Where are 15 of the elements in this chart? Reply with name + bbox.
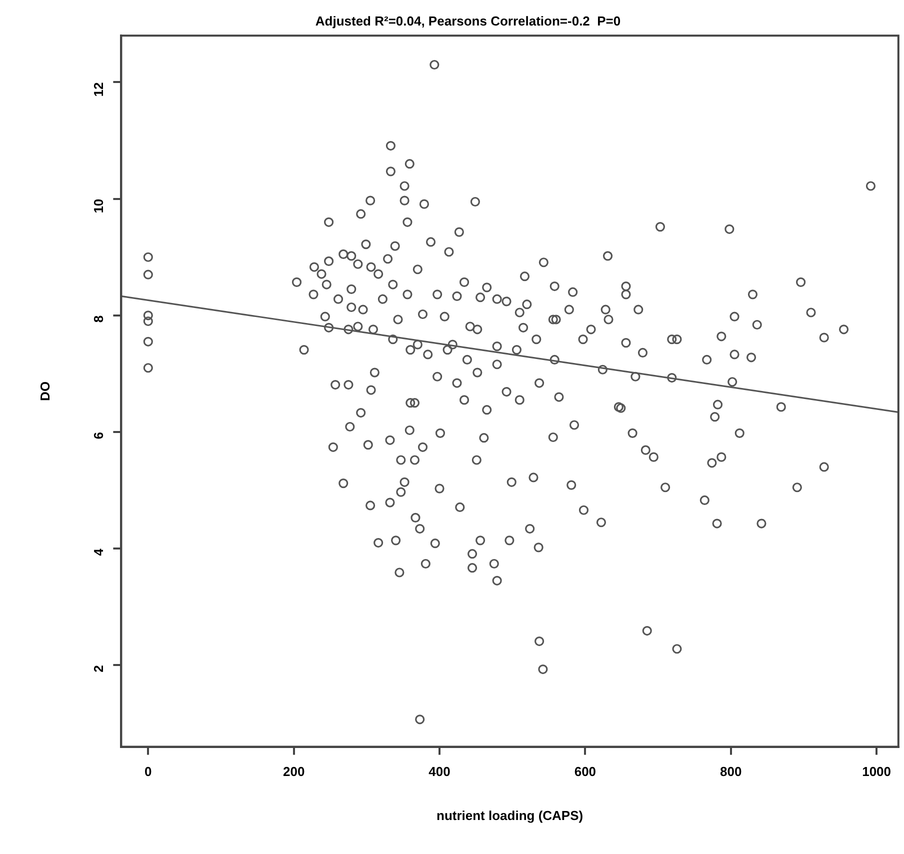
y-tick-label: 8 [90,315,106,323]
x-tick-label: 200 [282,764,305,780]
y-axis-title: DO [37,381,52,401]
y-tick-label: 4 [90,548,106,556]
x-tick-label: 400 [428,764,450,780]
x-tick-label: 800 [720,764,742,780]
y-tick-label: 2 [90,665,106,672]
x-tick-label: 600 [574,764,596,780]
y-tick-label: 12 [90,82,106,97]
chart-title: Adjusted R²=0.04, Pearsons Correlation=-0.2 P=0 [315,13,621,28]
x-tick-label: 1000 [862,764,892,780]
x-tick-label: 0 [144,764,152,780]
y-tick-label: 6 [90,432,106,440]
y-tick-label: 10 [90,198,106,214]
x-axis-title: nutrient loading (CAPS) [436,808,584,823]
